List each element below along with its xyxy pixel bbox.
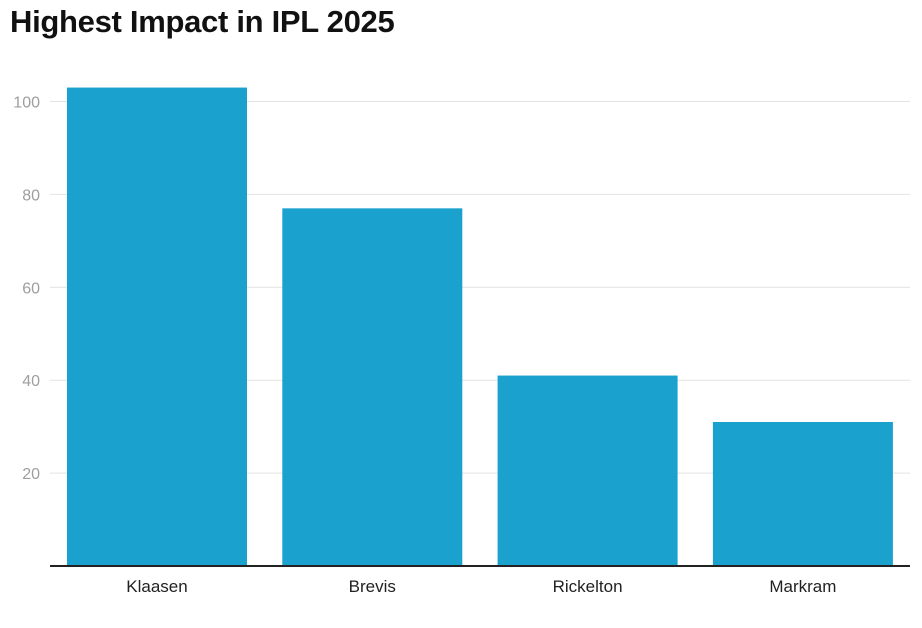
bars	[67, 87, 893, 566]
x-tick-label: Markram	[769, 577, 836, 596]
x-tick-label: Rickelton	[553, 577, 623, 596]
x-tick-label: Brevis	[349, 577, 396, 596]
y-tick-label: 60	[22, 280, 40, 297]
x-tick-label: Klaasen	[126, 577, 187, 596]
bar-brevis	[282, 208, 463, 566]
bar-markram	[712, 422, 893, 566]
y-tick-label: 100	[13, 95, 40, 112]
x-axis-labels: Klaasen Brevis Rickelton Markram	[126, 577, 836, 596]
y-tick-label: 80	[22, 187, 40, 204]
bar-klaasen	[67, 87, 247, 566]
y-tick-label: 20	[22, 466, 40, 483]
chart-title: Highest Impact in IPL 2025	[10, 4, 395, 39]
y-axis-ticks: 20 40 60 80 100	[13, 95, 40, 484]
y-tick-label: 40	[22, 373, 40, 390]
bar-rickelton	[497, 375, 678, 566]
